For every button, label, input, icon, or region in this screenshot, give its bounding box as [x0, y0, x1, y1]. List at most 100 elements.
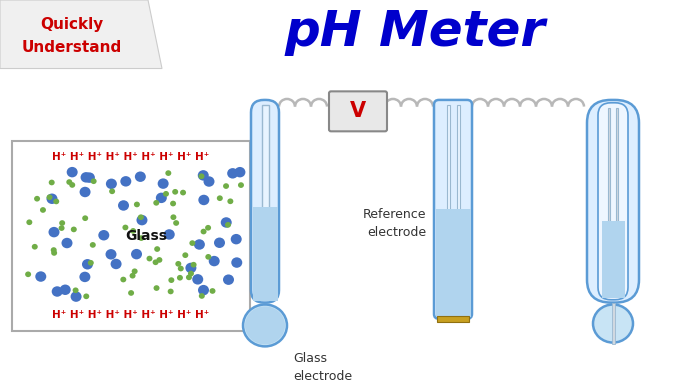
Circle shape [167, 289, 174, 294]
Circle shape [154, 285, 160, 291]
Bar [12, 141, 250, 331]
Circle shape [25, 271, 31, 277]
Circle shape [198, 173, 204, 179]
Circle shape [156, 193, 167, 203]
Circle shape [118, 200, 129, 211]
Circle shape [185, 263, 196, 273]
Bar [608, 108, 610, 295]
Circle shape [177, 275, 183, 281]
Text: pH Meter: pH Meter [285, 8, 545, 56]
Circle shape [205, 254, 211, 260]
Text: Glass: Glass [125, 229, 167, 243]
Circle shape [230, 234, 241, 244]
Bar [447, 105, 449, 314]
Text: H⁺ H⁺ H⁺ H⁺ H⁺ H⁺ H⁺ H⁺ H⁺: H⁺ H⁺ H⁺ H⁺ H⁺ H⁺ H⁺ H⁺ H⁺ [52, 310, 210, 320]
Circle shape [214, 237, 225, 248]
Circle shape [109, 188, 115, 194]
Circle shape [227, 198, 233, 204]
FancyBboxPatch shape [587, 100, 639, 303]
Text: Understand: Understand [22, 40, 122, 55]
Circle shape [180, 190, 186, 195]
Text: V: V [350, 102, 366, 121]
Circle shape [209, 256, 220, 266]
Circle shape [51, 286, 62, 297]
Circle shape [134, 201, 140, 207]
Circle shape [60, 284, 71, 295]
Circle shape [227, 168, 238, 179]
Circle shape [58, 225, 64, 231]
Circle shape [198, 170, 209, 181]
Circle shape [165, 170, 172, 176]
Circle shape [231, 257, 242, 268]
Circle shape [67, 179, 72, 185]
Circle shape [154, 246, 160, 252]
Circle shape [189, 240, 196, 246]
Circle shape [168, 277, 174, 283]
Circle shape [245, 306, 285, 344]
Circle shape [132, 268, 138, 274]
Bar [611, 303, 615, 344]
Polygon shape [0, 0, 162, 69]
FancyBboxPatch shape [329, 91, 387, 131]
Circle shape [192, 274, 203, 284]
Circle shape [217, 195, 223, 201]
Circle shape [34, 196, 40, 201]
Circle shape [138, 214, 144, 220]
Circle shape [173, 220, 179, 226]
Circle shape [69, 182, 75, 188]
Circle shape [120, 277, 126, 283]
Circle shape [90, 242, 96, 248]
Circle shape [153, 200, 159, 206]
Circle shape [71, 291, 82, 302]
Circle shape [47, 195, 53, 200]
Circle shape [106, 179, 117, 189]
Circle shape [54, 198, 59, 204]
Circle shape [205, 225, 211, 230]
Circle shape [221, 217, 232, 228]
Circle shape [120, 176, 131, 186]
Circle shape [137, 215, 147, 225]
Circle shape [156, 257, 163, 263]
Circle shape [147, 256, 152, 261]
Circle shape [131, 249, 142, 259]
Circle shape [67, 167, 78, 178]
Circle shape [71, 227, 77, 232]
Circle shape [35, 271, 46, 282]
Circle shape [135, 171, 146, 182]
Circle shape [198, 285, 209, 295]
Circle shape [223, 274, 234, 285]
Circle shape [163, 191, 169, 197]
Circle shape [32, 244, 38, 250]
Text: Glass
electrode: Glass electrode [293, 352, 352, 383]
Circle shape [40, 207, 46, 213]
Circle shape [164, 229, 175, 240]
Circle shape [130, 228, 136, 234]
Circle shape [158, 178, 169, 189]
Circle shape [198, 195, 209, 205]
Circle shape [238, 182, 244, 188]
Circle shape [49, 179, 55, 185]
FancyBboxPatch shape [434, 100, 472, 319]
Circle shape [172, 189, 178, 195]
FancyBboxPatch shape [598, 103, 628, 300]
FancyBboxPatch shape [251, 100, 279, 303]
Circle shape [199, 293, 205, 299]
Circle shape [182, 252, 189, 258]
Circle shape [122, 225, 128, 230]
Circle shape [110, 259, 121, 269]
Bar [252, 207, 278, 301]
Circle shape [98, 230, 109, 240]
Circle shape [51, 250, 57, 256]
Bar [616, 108, 618, 295]
Circle shape [178, 266, 184, 271]
Circle shape [225, 222, 231, 228]
Circle shape [170, 201, 176, 207]
Bar [261, 105, 268, 293]
Circle shape [128, 290, 134, 296]
Circle shape [82, 259, 93, 269]
Circle shape [80, 187, 91, 197]
Circle shape [139, 235, 144, 241]
Circle shape [223, 183, 229, 189]
Circle shape [26, 219, 32, 225]
Circle shape [243, 305, 287, 346]
